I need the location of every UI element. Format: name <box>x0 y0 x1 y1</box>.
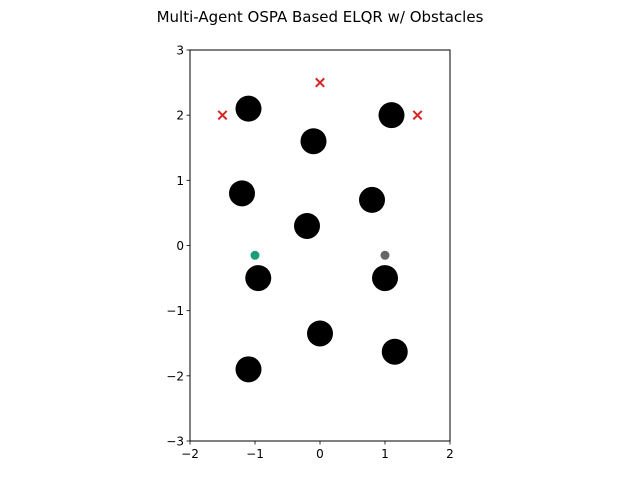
x-tick-label: −1 <box>246 447 264 461</box>
y-axis: −3 −2 −1 0 1 2 3 <box>166 44 190 449</box>
y-tick-label: −3 <box>166 435 184 449</box>
y-tick-label: 0 <box>176 239 184 253</box>
obstacles-layer <box>229 95 408 383</box>
obstacle-point <box>378 102 405 129</box>
y-tick-label: −2 <box>166 369 184 383</box>
x-tick-label: 2 <box>446 447 454 461</box>
obstacle-point <box>372 265 398 292</box>
obstacle-point <box>307 320 333 347</box>
goal-point <box>315 77 325 88</box>
obstacle-point <box>300 128 327 155</box>
y-tick-label: 3 <box>176 44 184 58</box>
goal-point <box>217 110 228 121</box>
goals-layer <box>217 77 423 121</box>
chart-title: Multi-Agent OSPA Based ELQR w/ Obstacles <box>157 8 484 26</box>
obstacle-point <box>245 265 272 292</box>
x-axis: −2 −1 0 1 2 <box>181 441 454 461</box>
obstacle-point <box>235 95 262 122</box>
obstacle-point <box>359 186 385 213</box>
obstacle-point <box>381 338 408 365</box>
x-tick-label: 1 <box>381 447 389 461</box>
agent-point <box>250 250 260 260</box>
y-tick-label: 2 <box>176 109 184 123</box>
agents-layer <box>250 250 390 260</box>
y-tick-label: −1 <box>166 304 184 318</box>
x-tick-label: 0 <box>316 447 324 461</box>
obstacle-point <box>235 356 262 383</box>
goal-point <box>412 110 423 121</box>
x-tick-label: −2 <box>181 447 199 461</box>
y-tick-label: 1 <box>176 174 184 188</box>
obstacle-point <box>294 212 320 239</box>
agent-point <box>380 250 390 260</box>
obstacle-point <box>229 180 255 207</box>
